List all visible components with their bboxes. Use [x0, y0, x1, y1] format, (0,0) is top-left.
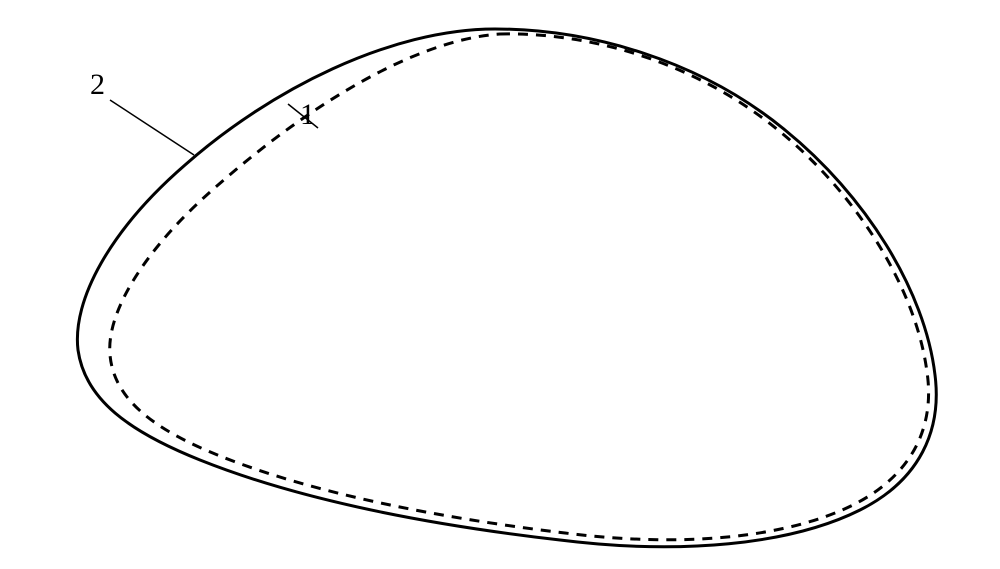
label-2: 2 [90, 68, 105, 102]
diagram-svg [0, 0, 1000, 569]
leader-line-2 [110, 100, 194, 155]
inner-contour [110, 34, 929, 540]
label-1: 1 [300, 98, 315, 132]
outer-contour [77, 29, 936, 547]
diagram-canvas: 1 2 [0, 0, 1000, 569]
